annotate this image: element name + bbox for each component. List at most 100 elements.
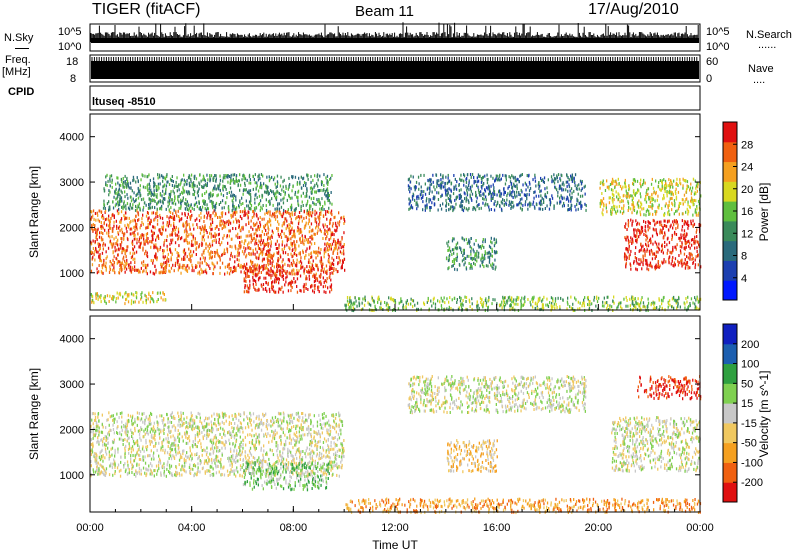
power-echo — [146, 211, 149, 214]
power-echo — [190, 232, 192, 236]
power-echo — [166, 173, 168, 177]
power-echo — [152, 291, 154, 295]
power-echo — [125, 216, 127, 220]
power-echo — [284, 220, 286, 224]
power-echo — [226, 220, 228, 224]
power-echo — [218, 237, 220, 241]
power-echo — [232, 220, 235, 224]
power-echo — [488, 208, 490, 212]
power-echo — [609, 304, 611, 308]
power-echo — [304, 285, 306, 289]
power-echo — [136, 291, 138, 295]
power-echo — [261, 264, 263, 268]
power-echo — [488, 185, 490, 189]
power-echo — [577, 207, 579, 211]
power-echo — [613, 301, 615, 305]
power-echo — [142, 248, 144, 252]
power-echo — [153, 243, 155, 247]
power-echo — [455, 202, 457, 206]
power-echo — [571, 191, 573, 195]
power-echo — [97, 213, 99, 217]
power-echo — [696, 295, 698, 299]
power-echo — [228, 272, 231, 276]
power-echo — [258, 268, 260, 272]
power-echo — [124, 251, 127, 255]
power-echo — [229, 244, 231, 248]
power-echo — [256, 234, 259, 238]
power-echo — [221, 261, 224, 265]
power-echo — [102, 242, 105, 246]
power-echo — [232, 200, 234, 204]
power-echo — [93, 217, 95, 221]
power-echo — [268, 259, 270, 262]
power-echo — [148, 187, 150, 191]
power-echo — [550, 296, 553, 300]
power-echo — [518, 193, 520, 196]
power-echo — [104, 207, 106, 210]
power-echo — [544, 187, 546, 191]
power-echo — [151, 234, 153, 238]
power-echo — [95, 294, 97, 298]
power-echo — [247, 275, 249, 278]
power-echo — [690, 297, 693, 301]
power-echo — [444, 301, 446, 305]
power-echo — [98, 264, 100, 267]
power-echo — [183, 178, 185, 182]
power-echo — [440, 181, 442, 185]
power-echo — [262, 174, 264, 178]
power-echo — [340, 240, 342, 244]
power-echo — [269, 219, 272, 223]
power-echo — [305, 287, 307, 290]
power-echo — [227, 180, 229, 184]
power-echo — [281, 240, 284, 244]
power-echo — [186, 204, 188, 208]
power-echo — [286, 198, 288, 202]
power-echo — [184, 207, 186, 211]
power-echo — [263, 257, 265, 261]
power-echo — [135, 180, 137, 184]
power-echo — [483, 197, 485, 201]
power-echo — [482, 175, 484, 179]
power-echo — [299, 230, 302, 234]
power-echo — [180, 201, 182, 205]
power-echo — [319, 216, 321, 220]
power-echo — [153, 300, 155, 304]
power-echo — [568, 185, 571, 189]
power-echo — [227, 175, 229, 179]
power-echo — [331, 242, 334, 246]
power-echo — [326, 210, 329, 214]
power-echo — [212, 177, 214, 181]
power-echo — [116, 209, 119, 213]
power-echo — [473, 179, 475, 183]
power-echo — [176, 256, 178, 260]
power-echo — [428, 200, 430, 204]
power-echo — [327, 183, 329, 186]
noise-right-tick-bottom: 10^0 — [706, 41, 730, 53]
power-echo — [125, 291, 127, 295]
power-echo — [121, 199, 123, 203]
power-echo — [176, 251, 178, 255]
power-echo — [429, 206, 431, 209]
power-echo — [128, 293, 130, 296]
power-echo — [327, 253, 329, 257]
power-echo — [176, 260, 179, 264]
power-echo — [483, 182, 485, 185]
power-echo — [488, 192, 490, 196]
power-echo — [191, 239, 193, 243]
power-echo — [471, 198, 473, 202]
power-echo — [324, 284, 327, 288]
power-echo — [556, 306, 558, 309]
power-echo — [463, 263, 465, 267]
power-echo — [271, 197, 273, 201]
power-echo — [465, 257, 467, 261]
power-echo — [437, 208, 439, 212]
power-echo — [284, 244, 286, 248]
power-echo — [206, 216, 208, 220]
power-echo — [252, 282, 254, 286]
power-echo — [517, 178, 519, 182]
power-echo — [454, 198, 456, 202]
power-echo — [189, 217, 192, 221]
power-echo — [209, 199, 211, 203]
power-echo — [187, 234, 189, 238]
power-echo — [108, 224, 110, 228]
